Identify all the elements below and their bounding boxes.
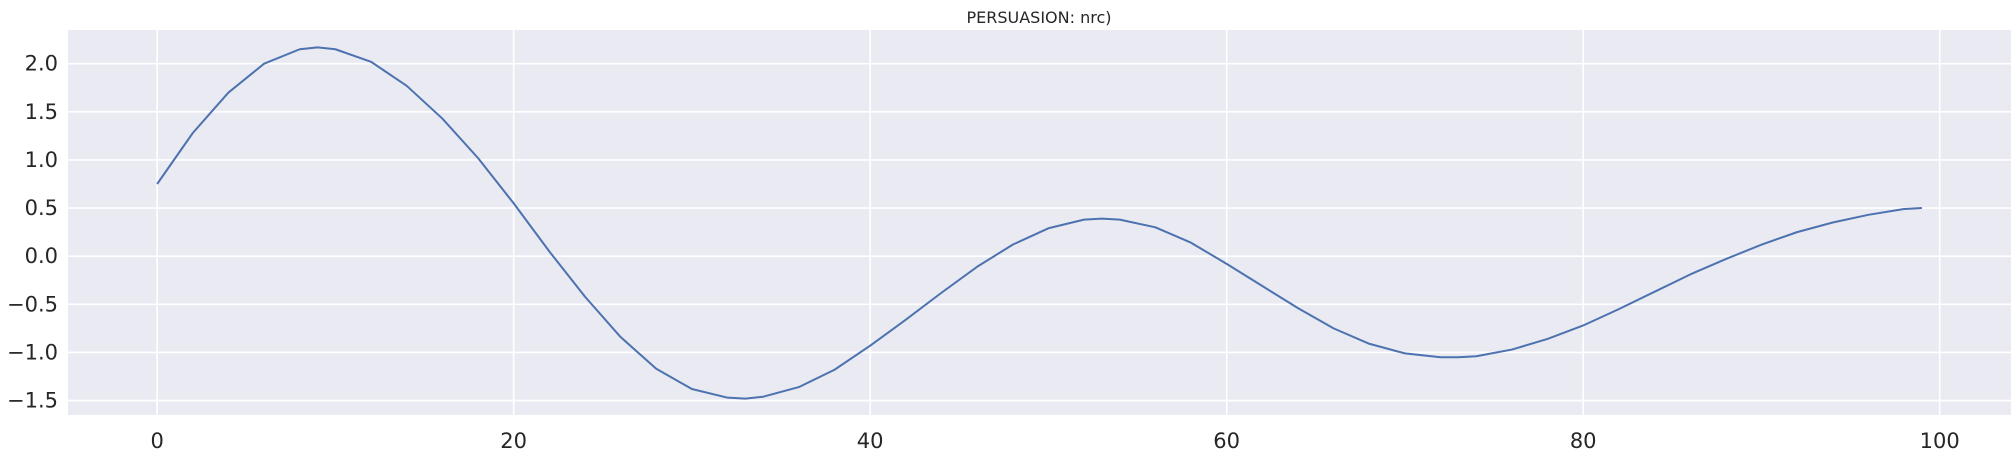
series-line (156, 46, 1922, 400)
plot-area (68, 30, 2011, 415)
series-group (156, 46, 1922, 400)
x-axis: 0 20 40 60 80 100 (150, 429, 1959, 453)
x-tick-label: 0 (150, 429, 163, 453)
y-tick-label: 1.5 (25, 100, 58, 124)
x-tick-label: 60 (1213, 429, 1240, 453)
grid-lines (68, 30, 2011, 415)
y-tick-label: 1.0 (25, 148, 58, 172)
y-tick-label: −1.0 (7, 340, 58, 364)
y-axis: −1.5 −1.0 −0.5 0.0 0.5 1.0 1.5 2.0 (7, 52, 58, 413)
y-tick-label: −0.5 (7, 292, 58, 316)
x-tick-label: 40 (857, 429, 884, 453)
y-tick-label: 0.0 (25, 244, 58, 268)
x-tick-label: 20 (500, 429, 527, 453)
y-tick-label: −1.5 (7, 389, 58, 413)
x-tick-label: 80 (1570, 429, 1597, 453)
chart-title: PERSUASION: nrc) (966, 8, 1111, 27)
y-tick-label: 2.0 (25, 52, 58, 76)
x-tick-label: 100 (1920, 429, 1960, 453)
y-tick-label: 0.5 (25, 196, 58, 220)
